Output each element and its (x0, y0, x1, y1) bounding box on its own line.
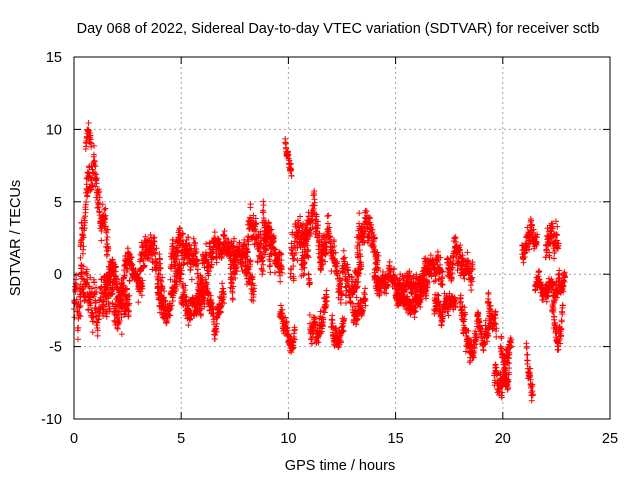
y-tick-label: 0 (54, 267, 62, 283)
data-points (71, 120, 568, 404)
x-tick-label: 25 (602, 431, 618, 447)
chart-title: Day 068 of 2022, Sidereal Day-to-day VTE… (77, 21, 600, 37)
tick-labels: 0 5 10 15 20 25 -10 -5 0 5 10 15 (41, 50, 618, 447)
data-point (91, 142, 98, 149)
y-tick-label: 5 (54, 195, 62, 211)
data-point (71, 314, 78, 321)
grid-lines (74, 57, 610, 419)
data-point (95, 189, 102, 196)
y-tick-label: -5 (49, 340, 62, 356)
data-point (98, 237, 105, 244)
data-point (95, 200, 102, 207)
data-point (73, 296, 80, 303)
y-tick-label: -10 (41, 412, 62, 428)
x-tick-label: 15 (388, 431, 404, 447)
data-point (92, 183, 99, 190)
x-tick-label: 0 (70, 431, 78, 447)
data-point (81, 225, 88, 232)
data-point (90, 151, 97, 158)
data-point (93, 175, 100, 182)
y-tick-label: 10 (46, 122, 62, 138)
data-point (74, 308, 81, 315)
data-point (102, 205, 109, 212)
data-point (92, 163, 99, 170)
data-point (105, 245, 112, 252)
data-point (81, 219, 88, 226)
data-point (94, 204, 101, 211)
y-axis-label: SDTVAR / TECUs (8, 180, 24, 296)
data-point (101, 206, 108, 213)
x-tick-label: 5 (177, 431, 185, 447)
data-point (77, 254, 84, 261)
data-point (104, 251, 111, 258)
data-point (104, 234, 111, 241)
data-point (83, 198, 90, 205)
data-point (83, 181, 90, 188)
data-point (73, 284, 80, 291)
data-point (103, 229, 110, 236)
x-axis-label: GPS time / hours (285, 458, 395, 474)
data-point (75, 324, 82, 331)
data-point (102, 212, 109, 219)
x-tick-label: 20 (495, 431, 511, 447)
data-point (87, 175, 94, 182)
data-point (103, 236, 110, 243)
data-point (93, 180, 100, 187)
y-tick-label: 15 (46, 50, 62, 66)
x-tick-label: 10 (280, 431, 296, 447)
data-point (91, 157, 98, 164)
data-point (78, 239, 85, 246)
data-point (84, 192, 91, 199)
data-point (93, 171, 100, 178)
data-point (88, 186, 95, 193)
data-point (80, 234, 87, 241)
data-point (96, 194, 103, 201)
data-point (75, 336, 82, 343)
data-point (76, 312, 83, 319)
data-point (99, 201, 106, 208)
data-point (96, 188, 103, 195)
data-point (104, 226, 111, 233)
data-point (77, 313, 84, 320)
data-point (91, 170, 98, 177)
data-point (80, 243, 87, 250)
